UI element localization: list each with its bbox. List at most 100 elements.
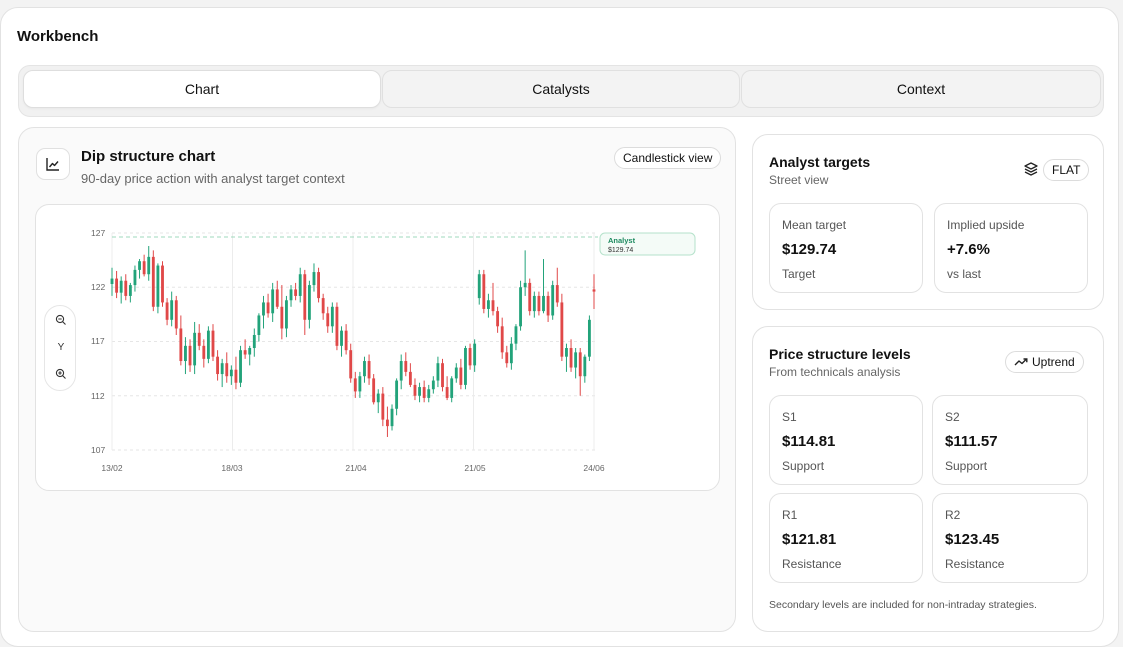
candle-body bbox=[142, 261, 146, 275]
level-value: $114.81 bbox=[782, 433, 836, 450]
candle bbox=[454, 363, 458, 383]
candle-body bbox=[367, 361, 371, 379]
candle bbox=[161, 261, 164, 307]
level-value: $123.45 bbox=[945, 531, 1000, 548]
candle-body bbox=[184, 345, 187, 362]
candle-body bbox=[124, 280, 128, 296]
trending-up-icon bbox=[1014, 357, 1028, 367]
candle bbox=[202, 339, 206, 368]
candle-body bbox=[340, 330, 343, 346]
candle-body bbox=[413, 384, 417, 396]
candle-body bbox=[431, 380, 435, 390]
candle bbox=[307, 280, 311, 329]
candle bbox=[266, 293, 270, 318]
candlestick-chart[interactable]: Analyst $129.74 127 122 117 112 107 13/0… bbox=[36, 205, 719, 490]
y-tick-label: 107 bbox=[91, 445, 105, 455]
candle bbox=[408, 363, 412, 388]
candle bbox=[142, 254, 146, 277]
analyst-label-text: Analyst bbox=[608, 236, 636, 245]
candle bbox=[271, 282, 275, 322]
candle bbox=[418, 382, 421, 403]
stat-value: +7.6% bbox=[947, 241, 990, 258]
y-axis-toggle[interactable]: Y bbox=[57, 342, 65, 353]
level-s1: S1 $114.81 Support bbox=[769, 395, 923, 485]
candle-body bbox=[266, 302, 270, 314]
zoom-in-icon[interactable] bbox=[45, 368, 77, 383]
candle-body bbox=[408, 371, 412, 385]
candle bbox=[197, 324, 201, 351]
implied-upside-stat: Implied upside +7.6% vs last bbox=[934, 203, 1088, 293]
candle-body bbox=[243, 350, 247, 355]
candle bbox=[528, 278, 532, 316]
level-r2: R2 $123.45 Resistance bbox=[932, 493, 1088, 583]
candle-body bbox=[399, 361, 403, 381]
candle bbox=[225, 352, 229, 383]
candle bbox=[239, 345, 242, 388]
candle-body bbox=[115, 278, 119, 293]
level-label: R1 bbox=[782, 508, 798, 522]
chart-subtitle: 90-day price action with analyst target … bbox=[81, 171, 345, 186]
candle-body bbox=[257, 315, 261, 335]
level-r1: R1 $121.81 Resistance bbox=[769, 493, 923, 583]
level-note: Resistance bbox=[782, 557, 842, 571]
candle-body bbox=[317, 272, 320, 299]
candle bbox=[546, 291, 550, 322]
candle-body bbox=[427, 389, 431, 398]
candle-body bbox=[532, 295, 536, 312]
level-value: $111.57 bbox=[945, 433, 998, 450]
candle bbox=[188, 339, 192, 372]
candle-body bbox=[133, 269, 137, 286]
tab-catalysts[interactable]: Catalysts bbox=[382, 70, 740, 108]
candle bbox=[583, 354, 587, 383]
candle-body bbox=[161, 265, 164, 303]
candle-body bbox=[454, 367, 458, 379]
level-label: S2 bbox=[945, 410, 960, 424]
candle bbox=[395, 378, 399, 416]
x-tick-label: 21/05 bbox=[464, 463, 486, 473]
candle-body bbox=[289, 289, 293, 301]
candle bbox=[280, 285, 284, 340]
candle bbox=[243, 339, 247, 359]
tab-context[interactable]: Context bbox=[741, 70, 1101, 108]
candle-body bbox=[216, 356, 220, 375]
candle bbox=[317, 267, 320, 303]
candle-body bbox=[592, 289, 596, 292]
candle-body bbox=[468, 348, 472, 366]
candle-body bbox=[206, 330, 210, 359]
candle-body bbox=[298, 274, 302, 296]
candle-body bbox=[330, 306, 334, 327]
chart-title: Dip structure chart bbox=[81, 148, 216, 165]
candle-body bbox=[174, 300, 178, 329]
candle bbox=[473, 339, 477, 372]
workbench-window: Workbench Chart Catalysts Context Dip st… bbox=[0, 7, 1119, 647]
tab-chart[interactable]: Chart bbox=[23, 70, 381, 108]
candle bbox=[211, 324, 215, 362]
candle-body bbox=[151, 256, 155, 307]
candle-body bbox=[119, 280, 123, 293]
candlestick-view-button[interactable]: Candlestick view bbox=[614, 147, 722, 169]
candle-body bbox=[445, 387, 449, 398]
candle bbox=[464, 345, 467, 390]
uptrend-label: Uptrend bbox=[1032, 355, 1075, 369]
candle-body bbox=[285, 300, 288, 329]
candle-body bbox=[262, 302, 265, 316]
candle-body bbox=[349, 350, 353, 379]
candle bbox=[450, 376, 454, 403]
candle bbox=[119, 276, 123, 304]
candle-body bbox=[252, 334, 256, 349]
candle-body bbox=[294, 289, 298, 296]
candle-body bbox=[271, 289, 275, 314]
candle bbox=[165, 298, 169, 326]
candle bbox=[532, 291, 536, 318]
zoom-out-icon[interactable] bbox=[45, 314, 77, 329]
candle-body bbox=[280, 306, 284, 329]
candle bbox=[147, 246, 151, 281]
candle-body bbox=[211, 330, 215, 357]
candle-body bbox=[569, 348, 573, 368]
candle-body bbox=[372, 378, 376, 403]
candle bbox=[537, 291, 541, 316]
candle bbox=[445, 376, 449, 401]
x-tick-label: 24/06 bbox=[583, 463, 605, 473]
candle-body bbox=[307, 285, 311, 320]
candle bbox=[390, 404, 394, 431]
